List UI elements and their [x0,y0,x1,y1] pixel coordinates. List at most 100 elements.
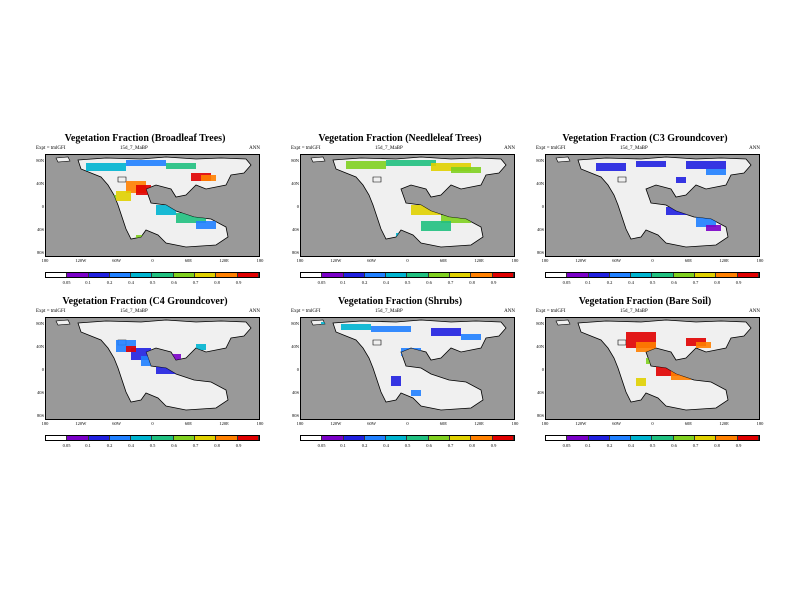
expt-label: Expt = tmlGFI [291,309,321,314]
vegetation-cell [636,342,656,352]
lat-tick-label: 80N [536,158,544,163]
colorbar-swatch [67,436,89,440]
colorbar-swatch [109,273,132,277]
lon-tick-label: 180 [296,258,304,263]
season-label: ANN [749,146,760,151]
lon-tick-label: 120E [719,421,729,426]
colorbar-swatch [652,273,674,277]
colorbar-label: 0.7 [447,443,454,448]
colorbar-label: 0.2 [606,280,613,285]
lat-tick-label: 40N [291,181,299,186]
vegetation-cell [461,334,481,340]
colorbar-swatch [492,273,514,277]
lon-tick-label: 180 [41,258,49,263]
vegetation-cell [411,205,441,215]
colorbar-label: 0.6 [171,443,177,448]
lon-tick-label: 120W [575,421,587,426]
colorbar-swatch [716,436,738,440]
colorbar-swatch [343,436,365,440]
lon-tick-label: 60W [112,421,122,426]
colorbar-swatch [631,436,653,440]
lat-tick-label: 80S [291,413,299,418]
colorbar-swatch [237,436,259,440]
lat-tick-label: 0 [541,367,544,372]
colorbar-label: 0.7 [692,280,699,285]
vegetation-cell [196,344,206,350]
colorbar-swatch [737,273,759,277]
colorbar-label: 0.1 [585,443,591,448]
colorbar-label: 0.8 [469,280,475,285]
colorbar-swatch [407,436,429,440]
vegetation-cell [441,215,471,223]
colorbar-swatch [109,436,132,440]
colorbar-label: 0.8 [714,443,720,448]
lon-tick-label: 120W [75,258,87,263]
panel-title: Vegetation Fraction (C4 Groundcover) [62,296,228,307]
lat-tick-label: 40N [291,344,299,349]
colorbar-label: 0.05 [562,443,571,448]
colorbar-swatch [450,436,472,440]
lat-tick-label: 0 [296,204,299,209]
lat-tick-label: 40S [36,390,44,395]
colorbar-swatch [567,273,589,277]
lon-tick-label: 60E [684,258,692,263]
lon-tick-label: 0 [406,258,409,263]
map-panel-shrubs: Vegetation Fraction (Shrubs) Expt = tmlGF… [285,296,518,486]
colorbar-label: 0.2 [606,443,613,448]
lat-tick-label: 80S [36,413,44,418]
colorbar-swatch [173,436,196,440]
vegetation-cell [116,191,131,201]
colorbar-label: 0.5 [404,280,411,285]
colorbar-label: 0.4 [128,280,134,285]
lon-tick-label: 120E [719,258,729,263]
colorbar [545,435,760,441]
map-panel-bare: Vegetation Fraction (Bare Soil) Expt = tm… [530,296,763,486]
vegetation-cell [676,177,686,183]
lon-tick-label: 180 [296,421,304,426]
colorbar-swatch [450,273,472,277]
colorbar-label: 0.4 [383,443,389,448]
colorbar-swatch [343,273,365,277]
lat-tick-label: 40N [536,344,544,349]
lon-tick-label: 180 [756,421,764,426]
expt-label: Expt = tmlGFI [536,146,566,151]
lat-tick-label: 80S [536,413,544,418]
colorbar-label: 0.5 [149,280,156,285]
colorbar-swatch [364,436,387,440]
season-label: ANN [249,309,260,314]
lat-tick-label: 80N [36,321,44,326]
colorbar-swatch [67,273,89,277]
lon-tick-label: 180 [511,421,519,426]
colorbar-swatch [195,436,217,440]
lon-tick-label: 60E [439,421,447,426]
lat-tick-label: 40S [291,227,299,232]
vegetation-cell [636,161,666,167]
colorbar-swatch [428,436,451,440]
colorbar-label: 0.5 [649,280,656,285]
lon-tick-label: 120W [75,421,87,426]
colorbar-swatch [588,436,610,440]
colorbar-swatch [131,436,153,440]
colorbar-label: 0.9 [490,280,497,285]
panel-title: Vegetation Fraction (C3 Groundcover) [562,133,728,144]
colorbar-label: 0.05 [62,443,71,448]
lon-tick-label: 60E [184,258,192,263]
colorbar-label: 0.05 [62,280,71,285]
colorbar-label: 0.9 [735,280,742,285]
colorbar-swatch [152,436,174,440]
map-area [300,154,515,257]
colorbar-label: 0.1 [340,443,346,448]
lon-tick-label: 60W [612,258,622,263]
lon-tick-label: 0 [151,421,154,426]
colorbar-swatch [492,436,514,440]
colorbar-swatch [609,273,632,277]
colorbar-swatch [386,273,408,277]
colorbar-label: 0.5 [149,443,156,448]
colorbar-label: 0.9 [490,443,497,448]
vegetation-cell [136,185,151,195]
run-label: 15d_7_MaBP [120,309,148,314]
lat-tick-label: 0 [296,367,299,372]
colorbar-swatch [301,273,323,277]
map-panel-needleleaf: Vegetation Fraction (Needleleaf Trees) Ex… [285,133,518,323]
colorbar-swatch [237,273,259,277]
